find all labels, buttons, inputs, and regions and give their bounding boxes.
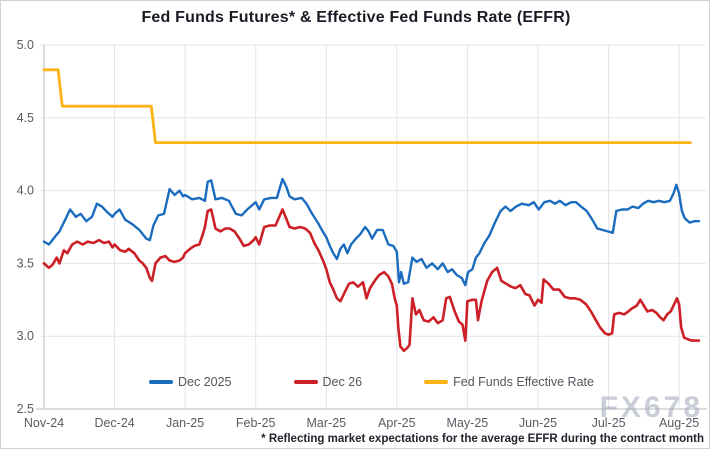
chart-footnote: * Reflecting market expectations for the… [261,433,704,445]
svg-text:5.0: 5.0 [17,38,34,52]
legend-label-effr: Fed Funds Effective Rate [453,375,594,389]
svg-text:May-25: May-25 [447,416,489,430]
svg-text:Mar-25: Mar-25 [307,416,347,430]
chart-title: Fed Funds Futures* & Effective Fed Funds… [141,9,571,26]
gridlines [41,44,706,410]
svg-text:Jun-25: Jun-25 [519,416,557,430]
series-fed-funds-effective-rate [42,68,692,145]
series-dec-26 [42,208,701,353]
legend-swatch-effr [424,380,449,384]
svg-text:3.5: 3.5 [17,256,34,270]
legend-swatch-dec-2025 [149,380,173,384]
x-tick-labels: Nov-24 Dec-24 Jan-25 Feb-25 Mar-25 Apr-25 May-… [24,416,699,430]
svg-text:4.5: 4.5 [17,111,34,125]
axes [36,45,707,410]
svg-text:3.0: 3.0 [17,329,34,343]
legend-swatch-dec-26 [293,380,318,384]
legend-item-dec-2025: Dec 2025 [149,375,232,389]
legend-label-dec-26: Dec 26 [322,375,363,389]
legend-label-dec-2025: Dec 2025 [178,375,232,389]
svg-text:2.5: 2.5 [17,402,34,416]
watermark-fx678: FX678 [599,391,703,424]
svg-text:Dec-24: Dec-24 [94,416,134,430]
svg-text:Apr-25: Apr-25 [378,416,416,430]
series-dec-2025 [42,177,701,287]
y-tick-labels: 5.0 4.5 4.0 3.5 3.0 2.5 [17,38,34,416]
svg-text:Jan-25: Jan-25 [166,416,204,430]
legend: Dec 2025 Dec 26 Fed Funds Effective Rate [149,375,594,389]
svg-text:Nov-24: Nov-24 [24,416,64,430]
legend-item-dec-26: Dec 26 [293,375,363,389]
svg-text:Feb-25: Feb-25 [236,416,276,430]
svg-text:4.0: 4.0 [17,184,34,198]
svg-text:Jul-25: Jul-25 [592,416,626,430]
svg-text:Aug-25: Aug-25 [659,416,699,430]
legend-item-effr: Fed Funds Effective Rate [424,375,594,389]
